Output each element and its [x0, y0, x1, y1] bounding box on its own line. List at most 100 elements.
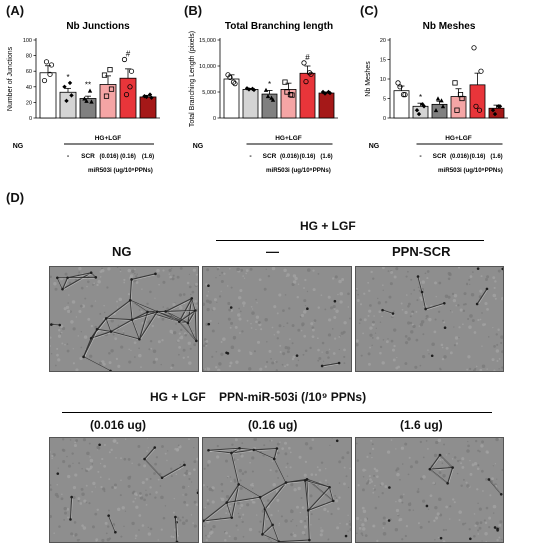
y-tick-label: 15,000: [199, 38, 216, 44]
cell-speck: [277, 476, 280, 479]
data-point: [306, 70, 313, 76]
tube-segment: [226, 502, 233, 518]
cell-speck: [493, 369, 496, 371]
tube-segment: [56, 277, 64, 290]
cell-speck: [331, 438, 333, 439]
cell-speck: [183, 500, 187, 504]
cell-speck: [90, 324, 94, 328]
cell-speck: [120, 535, 123, 538]
cell-speck: [462, 478, 465, 481]
cell-speck: [284, 441, 288, 445]
cell-speck: [292, 518, 294, 521]
cell-speck: [335, 497, 338, 500]
cell-speck: [91, 490, 94, 493]
cell-speck: [250, 327, 253, 329]
cell-speck: [146, 438, 149, 439]
caption-dash: -: [249, 153, 252, 160]
cell-speck: [411, 312, 414, 315]
cell-speck: [363, 318, 367, 322]
y-axis-label: Nb Meshes: [365, 61, 372, 97]
tube-highlight: [209, 448, 241, 452]
cell-speck: [255, 328, 257, 331]
cell-speck: [189, 347, 192, 350]
tube-highlight: [111, 320, 134, 333]
bar: [412, 105, 429, 119]
micro-label-016: (0.16 ug): [248, 418, 298, 432]
cell-speck: [242, 275, 245, 277]
tube-node: [381, 308, 384, 312]
caption-dose: (1.6): [320, 154, 332, 160]
cell-speck: [449, 351, 453, 355]
cell-speck: [251, 311, 255, 315]
data-point: [416, 111, 422, 117]
tube-node: [207, 284, 210, 288]
cell-speck: [134, 356, 136, 358]
cell-speck: [332, 352, 336, 355]
cell-speck: [192, 522, 194, 524]
cell-speck: [72, 496, 76, 500]
cell-speck: [407, 337, 411, 341]
cell-speck: [437, 438, 442, 443]
tube-node: [130, 278, 133, 281]
y-tick-label: 80: [26, 54, 32, 60]
tube-segment: [305, 479, 330, 488]
chart-title: Nb Meshes: [423, 21, 476, 32]
cell-speck: [481, 364, 486, 369]
cell-speck: [206, 367, 211, 371]
cell-speck: [395, 448, 397, 450]
cell-speck: [300, 496, 303, 500]
cell-speck: [321, 341, 325, 345]
cell-speck: [301, 506, 305, 509]
tube-highlight: [254, 449, 278, 451]
cell-speck: [67, 516, 70, 519]
cell-speck: [311, 326, 315, 330]
cell-speck: [179, 305, 183, 310]
cell-speck: [418, 325, 421, 327]
tube-segment: [156, 311, 180, 323]
cell-speck: [434, 505, 438, 510]
cell-speck: [154, 357, 159, 361]
cell-speck: [203, 508, 205, 511]
cell-speck: [108, 478, 111, 481]
cell-speck: [139, 496, 144, 500]
cell-speck: [426, 447, 429, 450]
cell-speck: [244, 470, 247, 474]
cell-speck: [108, 537, 112, 540]
cell-speck: [484, 532, 488, 536]
tube-segment: [259, 482, 287, 498]
cell-speck: [134, 497, 137, 500]
cell-speck: [298, 455, 302, 459]
cell-speck: [99, 476, 102, 479]
tube-segment: [308, 500, 334, 511]
tube-node: [130, 318, 134, 321]
cell-speck: [259, 520, 262, 523]
micro-label-16: (1.6 ug): [400, 418, 443, 432]
tube-node: [61, 287, 64, 291]
caption-scr: SCR: [433, 153, 447, 160]
cell-speck: [56, 347, 59, 350]
cell-speck: [99, 270, 103, 273]
cell-speck: [360, 519, 362, 521]
cell-speck: [159, 485, 162, 487]
cell-speck: [101, 538, 105, 542]
micro-label-ng: NG: [112, 244, 132, 259]
cell-speck: [468, 325, 472, 329]
tube-node: [82, 355, 85, 359]
tube-node: [160, 476, 164, 480]
cell-speck: [173, 331, 177, 335]
caption-dose: (1.6): [490, 154, 502, 160]
micrograph-svg: [356, 267, 503, 371]
caption-mir: miR503i (ug/10⁹PPNs): [438, 167, 503, 174]
cell-speck: [210, 530, 214, 534]
cell-speck: [425, 314, 429, 318]
tube-highlight: [130, 300, 149, 313]
cell-speck: [66, 349, 70, 353]
cell-speck: [425, 317, 427, 320]
cell-speck: [275, 469, 278, 473]
tube-highlight: [305, 481, 310, 512]
cell-speck: [60, 331, 63, 334]
cell-speck: [495, 438, 499, 442]
tube-node: [95, 328, 99, 331]
tube-highlight: [308, 501, 335, 512]
